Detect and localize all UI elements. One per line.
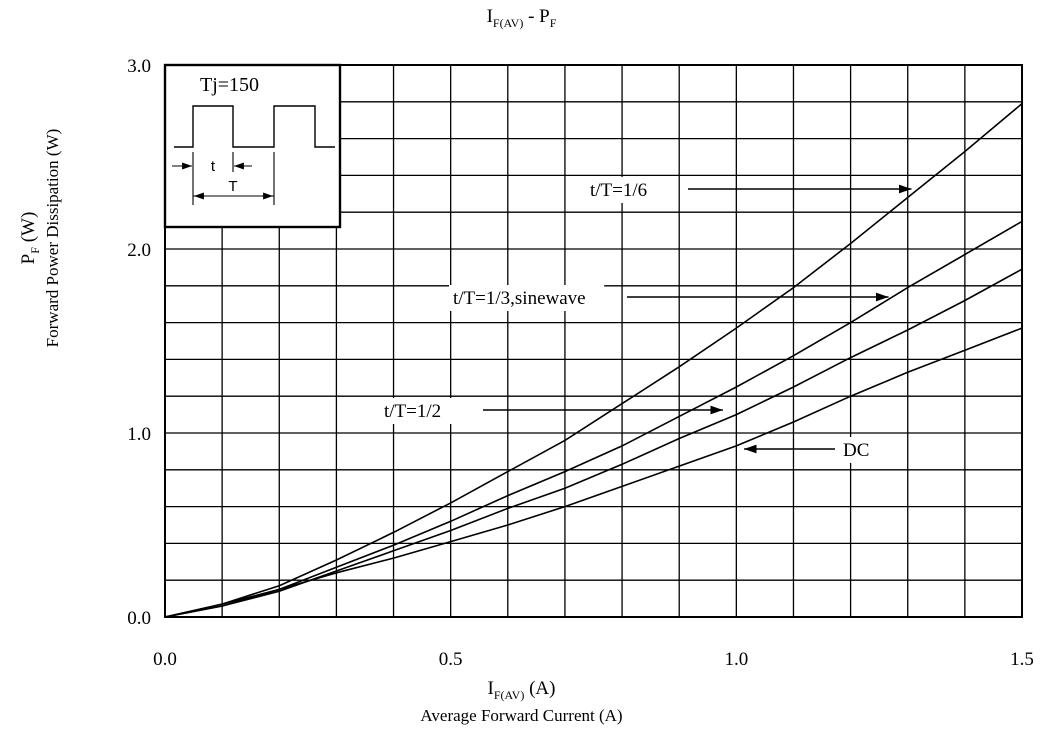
y-tick-label: 3.0 (127, 56, 151, 77)
annotation-label: t/T=1/2 (384, 401, 441, 422)
y-tick-label: 2.0 (127, 240, 151, 261)
series-group (164, 102, 1023, 618)
tick-labels: 0.0 0.5 1.0 1.5 0.0 1.0 2.0 3.0 (127, 56, 1034, 670)
annotation-label: t/T=1/3,sinewave (453, 288, 586, 309)
y-tick-label: 1.0 (127, 424, 151, 445)
inset-box: Tj=150 tT (163, 63, 342, 229)
x-axis-label-line2: Average Forward Current (A) (420, 706, 623, 725)
chart-title: IF(AV) - PF (486, 6, 557, 30)
x-axis-label: IF(AV) (A) (487, 678, 556, 702)
series-line (164, 327, 1023, 618)
inset-t-label: t (211, 158, 216, 175)
series-line (164, 268, 1023, 618)
annotation-background (449, 285, 605, 311)
series-line (164, 102, 1023, 618)
pulse-waveform (174, 105, 335, 148)
annotation-background (839, 437, 866, 463)
inset-T-label: T (228, 178, 237, 195)
annotation-background (380, 398, 453, 424)
series-line (164, 220, 1023, 618)
annotation-label: t/T=1/6 (590, 180, 647, 201)
x-tick-label: 1.5 (1010, 649, 1034, 670)
plot-frame (164, 64, 1023, 618)
y-tick-label: 0.0 (127, 608, 151, 629)
annotation-background (586, 177, 659, 203)
x-tick-label: 0.0 (153, 649, 177, 670)
annotation-label: DC (843, 440, 869, 461)
y-axis-label: PF (W) Forward Power Dissipation (W) (18, 128, 62, 348)
inset-title: Tj=150 (200, 74, 259, 96)
x-tick-label: 1.0 (724, 649, 748, 670)
inset-frame (163, 63, 342, 229)
annotations: t/T=1/6 t/T=1/3,sinewave t/T=1/2 DC (380, 177, 912, 463)
x-tick-label: 0.5 (439, 649, 463, 670)
